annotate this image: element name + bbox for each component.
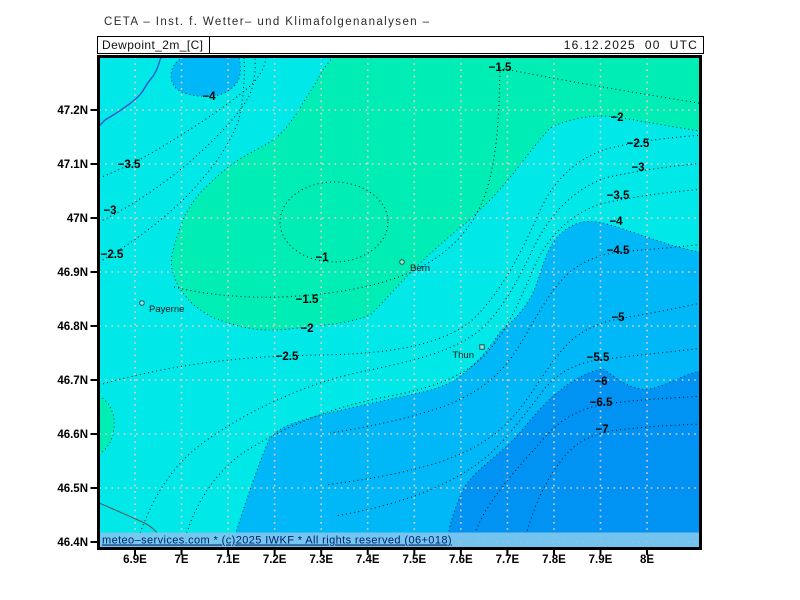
city-markers: Payerne Bern Thun	[139, 259, 485, 361]
contour-value-label: −7	[595, 424, 608, 436]
contour-value-label: −3	[103, 205, 116, 217]
x-tick-label: 7.5E	[402, 554, 426, 566]
contour-value-label: −4	[202, 91, 216, 103]
contour-value-label: −3.5	[118, 159, 141, 171]
contour-value-label: −2.5	[276, 351, 299, 363]
city-label: Bern	[410, 263, 430, 274]
contour-value-label: −1.5	[489, 62, 512, 74]
region-dewpoint-warm-west-patch	[99, 395, 115, 456]
city-label: Thun	[452, 350, 474, 361]
contour-minus2-5-corridor	[99, 134, 700, 386]
map-titlebar: Dewpoint_2m_[C] 16.12.2025 00 UTC	[97, 36, 704, 54]
x-tick-label: 8E	[640, 554, 654, 566]
y-tick-label: 47N	[67, 213, 88, 225]
y-tick-label: 46.7N	[57, 375, 88, 387]
y-tick-label: 46.6N	[57, 429, 88, 441]
x-tick-label: 7.6E	[449, 554, 473, 566]
city-marker-circle	[139, 300, 145, 306]
variable-name: Dewpoint_2m_[C]	[98, 37, 211, 53]
credit-text: meteo–services.com * (c)2025 IWKF * All …	[102, 535, 452, 547]
river-line	[99, 57, 162, 127]
map-datetime: 16.12.2025 00 UTC	[563, 38, 698, 52]
contour-value-label: −3	[631, 162, 644, 174]
x-tick-label: 7.9E	[589, 554, 613, 566]
contour-value-label: −2	[300, 323, 313, 335]
x-tick-label: 6.9E	[123, 554, 147, 566]
contour-minus1	[279, 181, 389, 263]
contour-value-label: −6.5	[590, 397, 613, 409]
contour-value-label: −4	[609, 216, 623, 228]
y-tick-label: 46.4N	[57, 537, 88, 549]
y-tick-label: 47.2N	[57, 105, 88, 117]
contour-value-label: −2.5	[627, 138, 650, 150]
credit-band	[99, 532, 700, 548]
contour-value-label: −2.5	[101, 249, 124, 261]
coastline	[99, 502, 158, 534]
contour-minus5	[324, 302, 700, 486]
region-dewpoint-cold-blob	[170, 57, 241, 97]
x-tick-label: 7.1E	[216, 554, 240, 566]
region-dewpoint-warm	[170, 57, 700, 331]
x-tick-label: 7.2E	[263, 554, 287, 566]
contour-value-label: −3.5	[607, 190, 630, 202]
x-tick-label: 7.3E	[309, 554, 333, 566]
y-axis: 47.2N 47.1N 47N 46.9N 46.8N 46.7N 46.6N 46.5N 46…	[57, 105, 98, 549]
page-title: CETA – Inst. f. Wetter– und Klimafolgena…	[104, 16, 431, 28]
contour-value-label: −5	[611, 312, 625, 324]
x-tick-label: 7E	[175, 554, 189, 566]
latlon-grid	[99, 57, 700, 549]
x-tick-label: 7.8E	[542, 554, 566, 566]
city-marker-square	[479, 344, 485, 350]
contour-value-label: −2	[610, 112, 623, 124]
y-tick-label: 47.1N	[57, 159, 88, 171]
city-label: Payerne	[149, 304, 184, 315]
y-tick-label: 46.5N	[57, 483, 88, 495]
contour-value-label: −1.5	[296, 294, 319, 306]
contour-minus2-5-west	[99, 57, 245, 263]
map-frame	[97, 55, 702, 550]
contour-value-label: −6	[594, 376, 607, 388]
contour-value-label: −4.5	[607, 245, 630, 257]
contour-value-label: −1	[315, 252, 329, 264]
contour-minus6-5	[469, 395, 700, 549]
y-tick-label: 46.8N	[57, 321, 88, 333]
contour-labels: −1.5 −4 −2 −2.5 −3 −3.5 −3.5 −3 −4 −2.5 −4.5 −1 −1.5…	[101, 62, 650, 436]
y-tick-label: 46.9N	[57, 267, 88, 279]
x-tick-label: 7.4E	[356, 554, 380, 566]
region-dewpoint-coldest	[445, 368, 700, 549]
x-tick-label: 7.7E	[496, 554, 520, 566]
city-marker-circle	[399, 259, 405, 265]
x-axis: 6.9E 7E 7.1E 7.2E 7.3E 7.4E 7.5E 7.6E 7.7E 7.8E 7.…	[123, 549, 654, 566]
contour-value-label: −5.5	[587, 352, 610, 364]
